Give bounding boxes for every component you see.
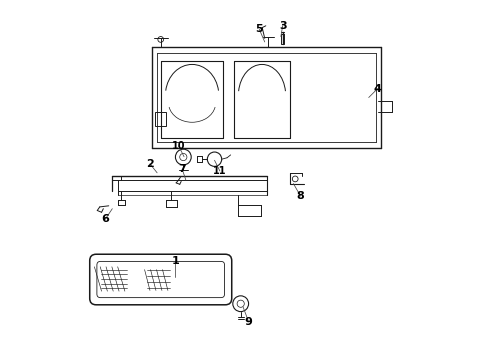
Bar bbox=[155, 112, 166, 126]
Text: 11: 11 bbox=[213, 166, 227, 176]
Text: 8: 8 bbox=[297, 191, 304, 201]
Text: 4: 4 bbox=[374, 84, 382, 94]
Text: 1: 1 bbox=[171, 256, 179, 266]
Text: 6: 6 bbox=[101, 215, 109, 224]
FancyBboxPatch shape bbox=[90, 254, 232, 305]
Text: 9: 9 bbox=[245, 317, 252, 327]
Text: 7: 7 bbox=[178, 164, 186, 174]
Text: 3: 3 bbox=[279, 21, 287, 31]
Bar bbox=[281, 34, 285, 44]
Text: 5: 5 bbox=[255, 24, 263, 35]
Text: 2: 2 bbox=[146, 159, 154, 169]
Text: 10: 10 bbox=[172, 141, 185, 151]
